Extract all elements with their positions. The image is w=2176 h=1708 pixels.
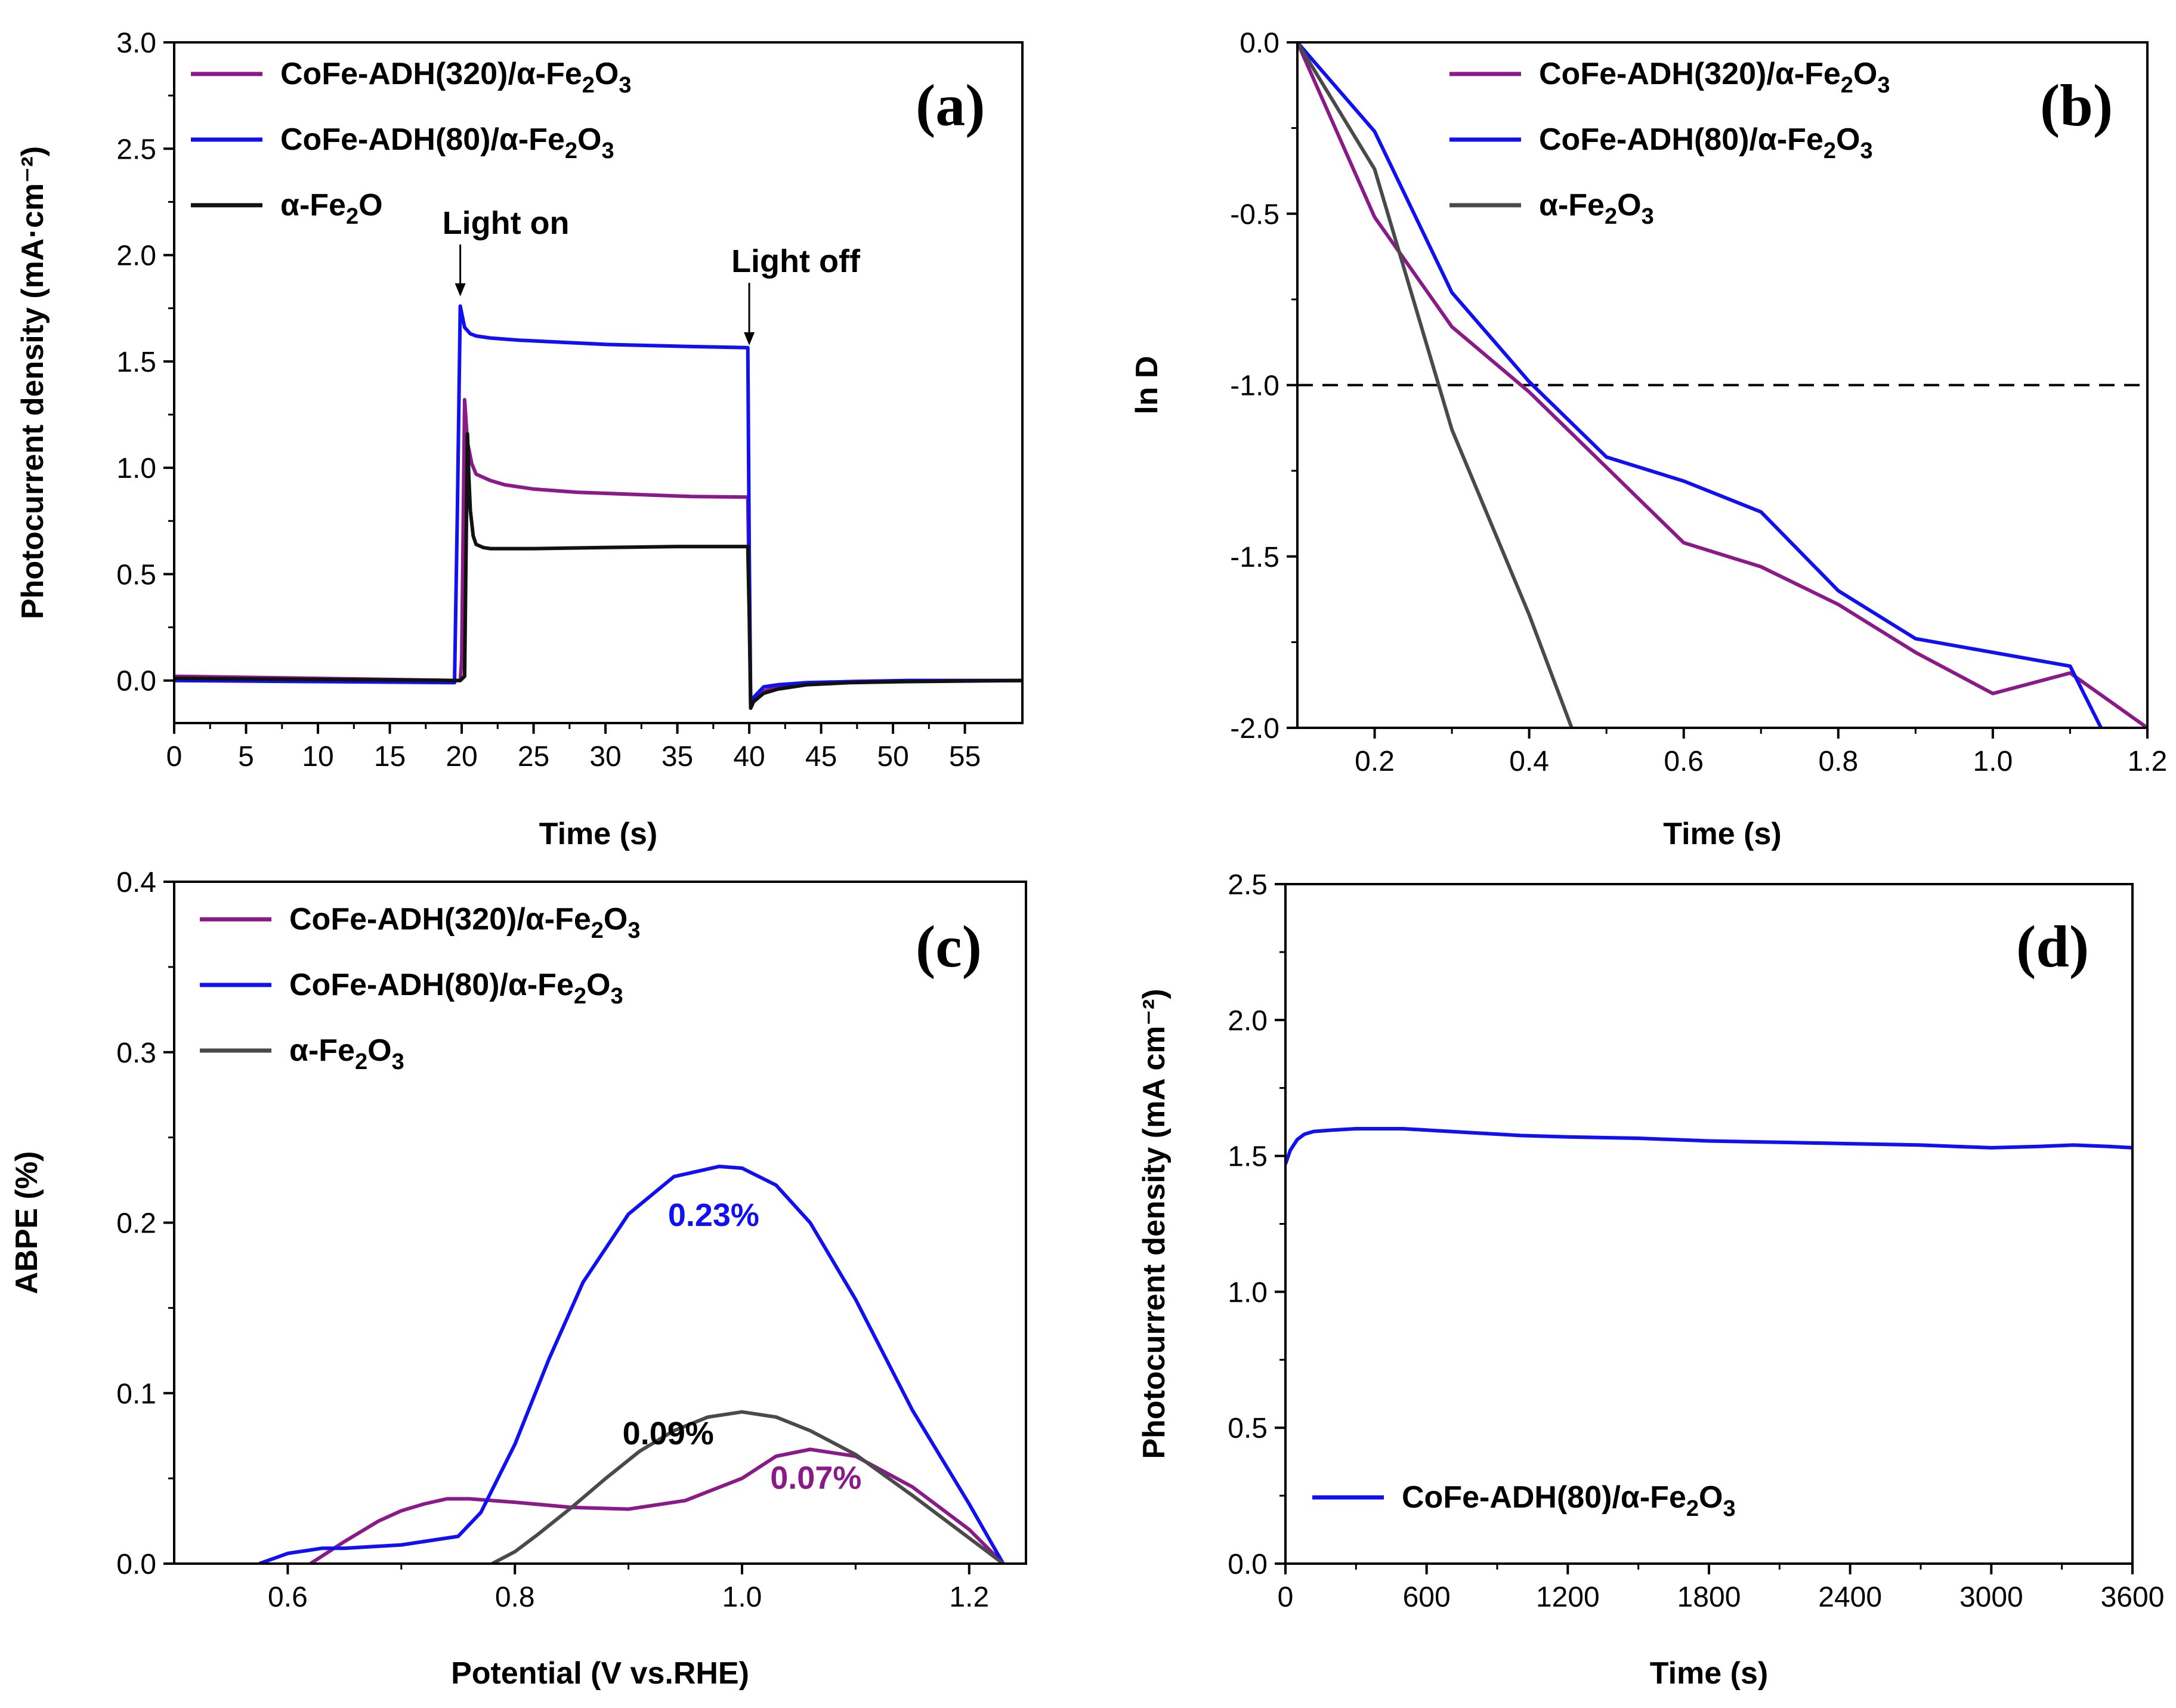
y-axis-label: Photocurrent density (mA cm⁻²) xyxy=(1137,989,1172,1459)
x-tick-label: 45 xyxy=(805,741,837,773)
plot-frame xyxy=(173,41,1024,724)
series-line-3 xyxy=(1297,42,1574,728)
y-tick-label: -1.5 xyxy=(1230,542,1279,573)
legend-label: α-Fe2O3 xyxy=(1539,188,1654,229)
x-tick-label: 0.6 xyxy=(1664,746,1704,777)
x-tick-label: 30 xyxy=(589,741,621,773)
series-line-3 xyxy=(491,1410,1004,1564)
y-axis-label: ln D xyxy=(1130,356,1164,414)
y-tick-label: 0.0 xyxy=(116,1549,156,1580)
legend-label: CoFe-ADH(80)/α-Fe2O3 xyxy=(289,968,623,1009)
x-tick-label: 2400 xyxy=(1818,1582,1882,1613)
legend-label: CoFe-ADH(320)/α-Fe2O3 xyxy=(1539,57,1890,98)
series-line-2 xyxy=(258,1165,1005,1564)
legend-label: CoFe-ADH(320)/α-Fe2O3 xyxy=(280,57,632,98)
x-tick-label: 3600 xyxy=(2101,1582,2165,1613)
y-tick-label: 0.4 xyxy=(116,867,156,898)
annotation-text: Light off xyxy=(731,243,861,279)
x-tick-label: 25 xyxy=(518,741,549,773)
legend-label: CoFe-ADH(80)/α-Fe2O3 xyxy=(1539,122,1873,163)
panel-label: (a) xyxy=(916,72,985,138)
panel-label: (c) xyxy=(916,913,982,980)
x-tick-label: 15 xyxy=(374,741,406,773)
x-tick-label: 1.2 xyxy=(2128,746,2168,777)
x-tick-label: 55 xyxy=(949,741,981,773)
y-tick-label: 0.5 xyxy=(1228,1413,1268,1444)
x-tick-label: 20 xyxy=(446,741,477,773)
y-tick-label: 0.0 xyxy=(1240,27,1279,59)
y-axis-label: ABPE (%) xyxy=(10,1151,44,1295)
y-tick-label: 2.5 xyxy=(1228,869,1268,901)
x-tick-label: 10 xyxy=(302,741,333,773)
series-line-1 xyxy=(309,1447,1005,1564)
x-tick-label: 0.6 xyxy=(268,1582,308,1613)
annotation-text: 0.07% xyxy=(770,1460,861,1496)
x-axis-label: Time (s) xyxy=(539,817,657,851)
panel-c-chart: 0.6 0.8 1.0 1.2 0.0 0.1 0.2 0.3 0.4 Potential (V … xyxy=(10,867,1027,1691)
x-tick-label: 1.0 xyxy=(722,1582,762,1613)
x-tick-label: 1.0 xyxy=(1973,746,2013,777)
y-tick-label: 2.0 xyxy=(1228,1005,1268,1037)
annotation-arrowhead xyxy=(455,283,466,296)
x-tick-label: 50 xyxy=(877,741,908,773)
panel-label: (d) xyxy=(2016,913,2089,980)
series-line-2 xyxy=(1297,42,2103,728)
y-tick-label: -0.5 xyxy=(1230,199,1279,230)
y-tick-label: -1.0 xyxy=(1230,370,1279,402)
x-tick-label: 0 xyxy=(1278,1582,1294,1613)
legend-label: CoFe-ADH(80)/α-Fe2O3 xyxy=(280,122,614,163)
annotation-text: 0.23% xyxy=(668,1197,759,1233)
x-tick-label: 1.2 xyxy=(949,1582,989,1613)
panel-label: (b) xyxy=(2040,72,2113,138)
x-tick-label: 600 xyxy=(1403,1582,1451,1613)
legend-label: CoFe-ADH(320)/α-Fe2O3 xyxy=(289,902,641,943)
series-line-1 xyxy=(1285,1127,2132,1165)
series-line-3 xyxy=(174,432,1022,710)
annotation-arrowhead xyxy=(744,332,755,345)
x-tick-label: 0 xyxy=(166,741,183,773)
y-tick-label: 2.5 xyxy=(116,134,156,165)
panel-a-chart: 0 5 10 15 20 25 30 35 40 45 50 55 0.0 0.5 1.0 1.5 2.0 2.5… xyxy=(16,27,1024,851)
y-tick-label: 3.0 xyxy=(116,27,156,59)
y-tick-label: 0.5 xyxy=(116,559,156,591)
x-tick-label: 1200 xyxy=(1536,1582,1600,1613)
plot-frame xyxy=(1284,883,2134,1565)
y-tick-label: 2.0 xyxy=(116,240,156,272)
legend-label: α-Fe2O xyxy=(280,188,383,229)
series-line-2 xyxy=(174,304,1022,704)
x-tick-label: 5 xyxy=(238,741,254,773)
x-axis-label: Time (s) xyxy=(1663,817,1781,851)
y-tick-label: 0.1 xyxy=(116,1378,156,1410)
y-tick-label: 1.5 xyxy=(1228,1141,1268,1173)
x-tick-label: 35 xyxy=(662,741,693,773)
x-tick-label: 0.4 xyxy=(1509,746,1549,777)
legend-label: α-Fe2O3 xyxy=(289,1033,404,1074)
x-tick-label: 40 xyxy=(733,741,765,773)
x-tick-label: 0.8 xyxy=(495,1582,535,1613)
y-tick-label: 1.5 xyxy=(116,347,156,378)
series-line-1 xyxy=(1297,42,2147,728)
y-axis-label: Photocurrent density (mA·cm⁻²) xyxy=(16,146,50,619)
y-tick-label: 0.3 xyxy=(116,1037,156,1069)
legend-label: CoFe-ADH(80)/α-Fe2O3 xyxy=(1402,1480,1736,1521)
x-tick-label: 1800 xyxy=(1677,1582,1741,1613)
y-tick-label: 1.0 xyxy=(116,453,156,484)
annotation-text: 0.09% xyxy=(623,1416,714,1451)
y-tick-label: 1.0 xyxy=(1228,1277,1268,1308)
y-tick-label: 0.0 xyxy=(1228,1549,1268,1580)
y-tick-label: -2.0 xyxy=(1230,713,1279,745)
x-tick-label: 0.8 xyxy=(1818,746,1858,777)
panel-b-chart: 0.2 0.4 0.6 0.8 1.0 1.2 -2.0 -1.5 -1.0 -0.5 0.0 Tim… xyxy=(1130,27,2167,851)
x-axis-label: Potential (V vs.RHE) xyxy=(451,1656,749,1691)
annotation-text: Light on xyxy=(443,205,570,241)
x-tick-label: 3000 xyxy=(1959,1582,2023,1613)
x-axis-label: Time (s) xyxy=(1650,1656,1768,1691)
series-line-1 xyxy=(174,398,1022,708)
x-tick-label: 0.2 xyxy=(1355,746,1395,777)
y-tick-label: 0.0 xyxy=(116,666,156,697)
y-tick-label: 0.2 xyxy=(116,1208,156,1240)
panel-d-chart: 0 600 1200 1800 2400 3000 3600 0.0 0.5 1.0 1.5 2.0 2… xyxy=(1137,869,2164,1691)
